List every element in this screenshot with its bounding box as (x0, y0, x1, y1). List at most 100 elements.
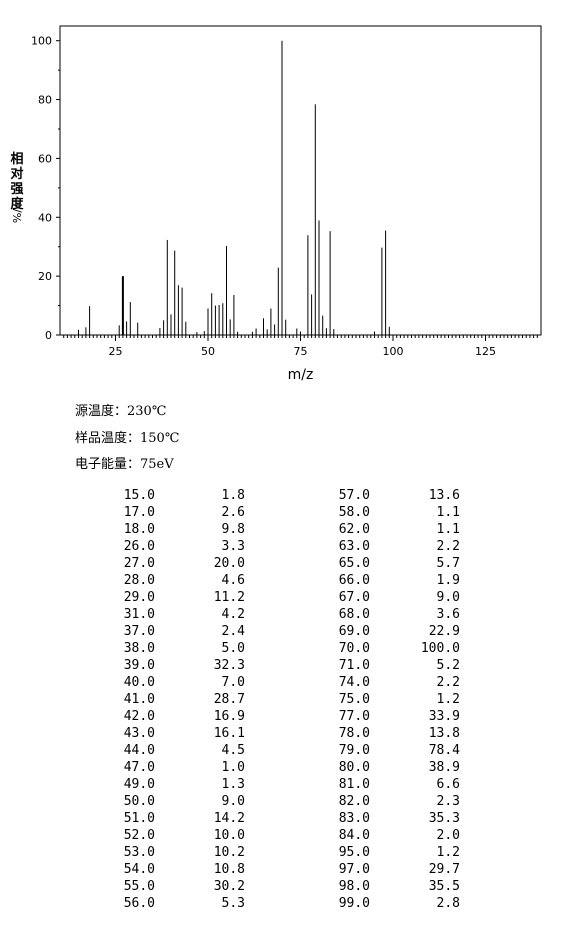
table-row: 41.0 28.7 75.0 1.2 (100, 691, 460, 708)
mz-cell: 28.0 (123, 573, 155, 588)
x-tick-label: 75 (294, 345, 308, 358)
intensity-cell: 5.0 (221, 641, 245, 656)
mz-cell: 68.0 (338, 607, 370, 622)
intensity-cell: 1.3 (221, 777, 245, 792)
source-temperature-label: 源温度： (75, 404, 128, 419)
mz-cell: 17.0 (123, 505, 155, 520)
mz-cell: 99.0 (338, 896, 370, 911)
y-tick-label: 60 (38, 152, 52, 165)
intensity-cell: 2.2 (436, 539, 460, 554)
intensity-cell: 9.0 (221, 794, 245, 809)
x-axis-title: m/z (288, 367, 314, 383)
peak-table: 15.0 1.8 57.0 13.6 17.0 2.6 58.0 1.1 18.0 9.8 62.0… (100, 487, 460, 912)
intensity-cell: 2.2 (436, 675, 460, 690)
electron-energy-label: 电子能量： (75, 457, 141, 472)
mz-cell: 82.0 (338, 794, 370, 809)
mz-cell: 54.0 (123, 862, 155, 877)
mz-cell: 44.0 (123, 743, 155, 758)
mz-cell: 70.0 (338, 641, 370, 656)
sample-temperature-label: 样品温度： (75, 431, 141, 446)
table-row: 15.0 1.8 57.0 13.6 (100, 487, 460, 504)
table-row: 37.0 2.4 69.0 22.9 (100, 623, 460, 640)
table-row: 49.0 1.3 81.0 6.6 (100, 776, 460, 793)
x-tick-label: 125 (475, 345, 496, 358)
table-row: 38.0 5.0 70.0 100.0 (100, 640, 460, 657)
intensity-cell: 9.8 (221, 522, 245, 537)
mz-cell: 63.0 (338, 539, 370, 554)
intensity-cell: 100.0 (420, 641, 460, 656)
mz-cell: 58.0 (338, 505, 370, 520)
intensity-cell: 9.0 (436, 590, 460, 605)
source-temperature: 源温度：230℃ (75, 400, 166, 419)
intensity-cell: 2.8 (436, 896, 460, 911)
y-tick-label: 80 (38, 94, 52, 107)
source-temperature-value: 230℃ (127, 404, 167, 419)
intensity-cell: 2.3 (436, 794, 460, 809)
mz-cell: 77.0 (338, 709, 370, 724)
intensity-cell: 2.4 (221, 624, 245, 639)
mz-cell: 52.0 (123, 828, 155, 843)
intensity-cell: 20.0 (213, 556, 245, 571)
table-row: 28.0 4.6 66.0 1.9 (100, 572, 460, 589)
intensity-cell: 4.5 (221, 743, 245, 758)
mz-cell: 83.0 (338, 811, 370, 826)
intensity-cell: 2.0 (436, 828, 460, 843)
mz-cell: 62.0 (338, 522, 370, 537)
intensity-cell: 33.9 (428, 709, 460, 724)
intensity-cell: 3.6 (436, 607, 460, 622)
intensity-cell: 10.2 (213, 845, 245, 860)
mz-cell: 47.0 (123, 760, 155, 775)
mz-cell: 71.0 (338, 658, 370, 673)
mz-cell: 74.0 (338, 675, 370, 690)
intensity-cell: 5.2 (436, 658, 460, 673)
mz-cell: 80.0 (338, 760, 370, 775)
intensity-cell: 35.3 (428, 811, 460, 826)
mz-cell: 38.0 (123, 641, 155, 656)
mz-cell: 75.0 (338, 692, 370, 707)
mz-cell: 29.0 (123, 590, 155, 605)
intensity-cell: 5.7 (436, 556, 460, 571)
mz-cell: 65.0 (338, 556, 370, 571)
plot-frame (59, 25, 542, 336)
y-axis-unit: %/ (11, 209, 24, 223)
intensity-cell: 16.1 (213, 726, 245, 741)
mz-cell: 84.0 (338, 828, 370, 843)
intensity-cell: 30.2 (213, 879, 245, 894)
y-tick-label: 40 (38, 211, 52, 224)
intensity-cell: 1.1 (436, 505, 460, 520)
intensity-cell: 13.8 (428, 726, 460, 741)
intensity-cell: 1.8 (221, 488, 245, 503)
y-tick-label: 100 (31, 35, 52, 48)
intensity-cell: 10.0 (213, 828, 245, 843)
mz-cell: 27.0 (123, 556, 155, 571)
intensity-cell: 22.9 (428, 624, 460, 639)
intensity-cell: 35.5 (428, 879, 460, 894)
mz-cell: 31.0 (123, 607, 155, 622)
mz-cell: 42.0 (123, 709, 155, 724)
table-row: 39.0 32.3 71.0 5.2 (100, 657, 460, 674)
table-row: 29.0 11.2 67.0 9.0 (100, 589, 460, 606)
y-tick-label: 0 (45, 329, 52, 342)
table-row: 27.0 20.0 65.0 5.7 (100, 555, 460, 572)
intensity-cell: 28.7 (213, 692, 245, 707)
table-row: 43.0 16.1 78.0 13.8 (100, 725, 460, 742)
sample-temperature: 样品温度：150℃ (75, 427, 179, 446)
table-row: 53.0 10.2 95.0 1.2 (100, 844, 460, 861)
intensity-cell: 13.6 (428, 488, 460, 503)
x-tick-label: 50 (201, 345, 215, 358)
mz-cell: 49.0 (123, 777, 155, 792)
mz-cell: 40.0 (123, 675, 155, 690)
intensity-cell: 1.9 (436, 573, 460, 588)
x-tick-label: 25 (109, 345, 123, 358)
electron-energy-value: 75eV (140, 457, 174, 472)
mz-cell: 66.0 (338, 573, 370, 588)
mz-cell: 57.0 (338, 488, 370, 503)
intensity-cell: 14.2 (213, 811, 245, 826)
x-tick-label: 100 (383, 345, 404, 358)
intensity-cell: 4.6 (221, 573, 245, 588)
intensity-cell: 1.1 (436, 522, 460, 537)
mz-cell: 51.0 (123, 811, 155, 826)
intensity-cell: 6.6 (436, 777, 460, 792)
table-row: 44.0 4.5 79.0 78.4 (100, 742, 460, 759)
